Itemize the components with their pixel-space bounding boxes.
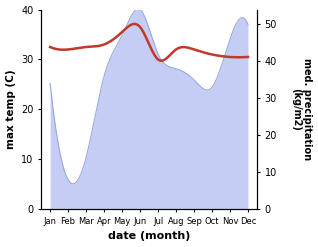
X-axis label: date (month): date (month) — [108, 231, 190, 242]
Y-axis label: max temp (C): max temp (C) — [5, 70, 16, 149]
Y-axis label: med. precipitation
(kg/m2): med. precipitation (kg/m2) — [291, 58, 313, 161]
